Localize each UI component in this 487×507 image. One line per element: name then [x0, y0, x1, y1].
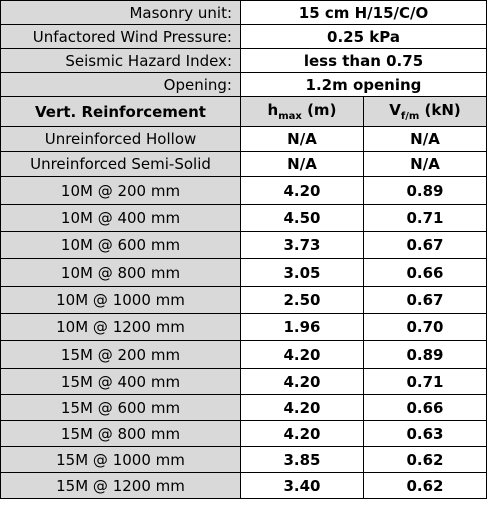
- row-label: Unreinforced Hollow: [0, 126, 241, 152]
- table-row: 10M @ 1000 mm 2.50 0.67: [0, 286, 487, 314]
- vfm-value: 0.62: [363, 446, 487, 473]
- table-row: 15M @ 200 mm 4.20 0.89: [0, 340, 487, 369]
- row-label: 10M @ 1200 mm: [0, 313, 241, 341]
- hmax-value: 2.50: [240, 286, 364, 314]
- row-label: 15M @ 200 mm: [0, 340, 241, 369]
- hmax-value: 4.20: [240, 340, 364, 369]
- hmax-value: 1.96: [240, 313, 364, 341]
- row-label: 10M @ 1000 mm: [0, 286, 241, 314]
- row-label: 10M @ 600 mm: [0, 231, 241, 259]
- row-label: 15M @ 800 mm: [0, 420, 241, 447]
- table-row: 15M @ 1200 mm 3.40 0.62: [0, 472, 487, 499]
- info-value: 15 cm H/15/C/O: [240, 0, 487, 25]
- hmax-value: N/A: [240, 126, 364, 152]
- hmax-value: 4.20: [240, 368, 364, 395]
- vfm-value: 0.63: [363, 420, 487, 447]
- header-vfm-unit: (kN): [419, 101, 461, 119]
- hmax-value: 4.20: [240, 394, 364, 421]
- row-label: 15M @ 1200 mm: [0, 472, 241, 499]
- row-label: 10M @ 200 mm: [0, 176, 241, 205]
- header-vfm: Vf/m (kN): [363, 96, 487, 127]
- hmax-value: 4.20: [240, 176, 364, 205]
- info-label: Masonry unit:: [0, 0, 241, 25]
- table-row: 15M @ 600 mm 4.20 0.66: [0, 394, 487, 421]
- vfm-value: N/A: [363, 126, 487, 152]
- table-row: 10M @ 1200 mm 1.96 0.70: [0, 313, 487, 341]
- vfm-value: 0.70: [363, 313, 487, 341]
- info-label: Unfactored Wind Pressure:: [0, 24, 241, 49]
- row-label: 15M @ 1000 mm: [0, 446, 241, 473]
- table-row: 15M @ 800 mm 4.20 0.63: [0, 420, 487, 447]
- hmax-value: 3.85: [240, 446, 364, 473]
- vfm-value: 0.89: [363, 176, 487, 205]
- table-row: 10M @ 200 mm 4.20 0.89: [0, 176, 487, 205]
- table-row: Unreinforced Semi-Solid N/A N/A: [0, 151, 487, 177]
- vfm-value: 0.66: [363, 394, 487, 421]
- info-value: 0.25 kPa: [240, 24, 487, 49]
- vfm-value: 0.89: [363, 340, 487, 369]
- column-header-row: Vert. Reinforcement hmax (m) Vf/m (kN): [0, 96, 487, 127]
- info-row-wind-pressure: Unfactored Wind Pressure: 0.25 kPa: [0, 24, 487, 49]
- header-vert-reinforcement: Vert. Reinforcement: [0, 96, 241, 127]
- hmax-value: 4.50: [240, 204, 364, 232]
- vfm-value: 0.71: [363, 204, 487, 232]
- header-hmax: hmax (m): [240, 96, 364, 127]
- vfm-value: 0.67: [363, 231, 487, 259]
- info-value: less than 0.75: [240, 48, 487, 73]
- table-row: 15M @ 400 mm 4.20 0.71: [0, 368, 487, 395]
- hmax-value: 4.20: [240, 420, 364, 447]
- vfm-value: 0.62: [363, 472, 487, 499]
- hmax-value: 3.73: [240, 231, 364, 259]
- table-row: Unreinforced Hollow N/A N/A: [0, 126, 487, 152]
- info-value: 1.2m opening: [240, 72, 487, 97]
- row-label: 15M @ 400 mm: [0, 368, 241, 395]
- table-row: 10M @ 800 mm 3.05 0.66: [0, 258, 487, 287]
- vfm-value: 0.66: [363, 258, 487, 287]
- info-row-masonry-unit: Masonry unit: 15 cm H/15/C/O: [0, 0, 487, 25]
- vfm-value: 0.71: [363, 368, 487, 395]
- header-vfm-symbol: V: [389, 101, 401, 119]
- header-hmax-subscript: max: [278, 111, 302, 122]
- table-row: 10M @ 400 mm 4.50 0.71: [0, 204, 487, 232]
- hmax-value: 3.40: [240, 472, 364, 499]
- row-label: 15M @ 600 mm: [0, 394, 241, 421]
- row-label: 10M @ 800 mm: [0, 258, 241, 287]
- info-row-opening: Opening: 1.2m opening: [0, 72, 487, 97]
- header-hmax-unit: (m): [301, 101, 337, 119]
- info-label: Seismic Hazard Index:: [0, 48, 241, 73]
- info-row-seismic-hazard: Seismic Hazard Index: less than 0.75: [0, 48, 487, 73]
- hmax-value: 3.05: [240, 258, 364, 287]
- header-vfm-subscript: f/m: [400, 111, 420, 122]
- vfm-value: N/A: [363, 151, 487, 177]
- hmax-value: N/A: [240, 151, 364, 177]
- row-label: Unreinforced Semi-Solid: [0, 151, 241, 177]
- header-hmax-symbol: h: [267, 101, 279, 119]
- info-label: Opening:: [0, 72, 241, 97]
- table-row: 10M @ 600 mm 3.73 0.67: [0, 231, 487, 259]
- vfm-value: 0.67: [363, 286, 487, 314]
- table-row: 15M @ 1000 mm 3.85 0.62: [0, 446, 487, 473]
- row-label: 10M @ 400 mm: [0, 204, 241, 232]
